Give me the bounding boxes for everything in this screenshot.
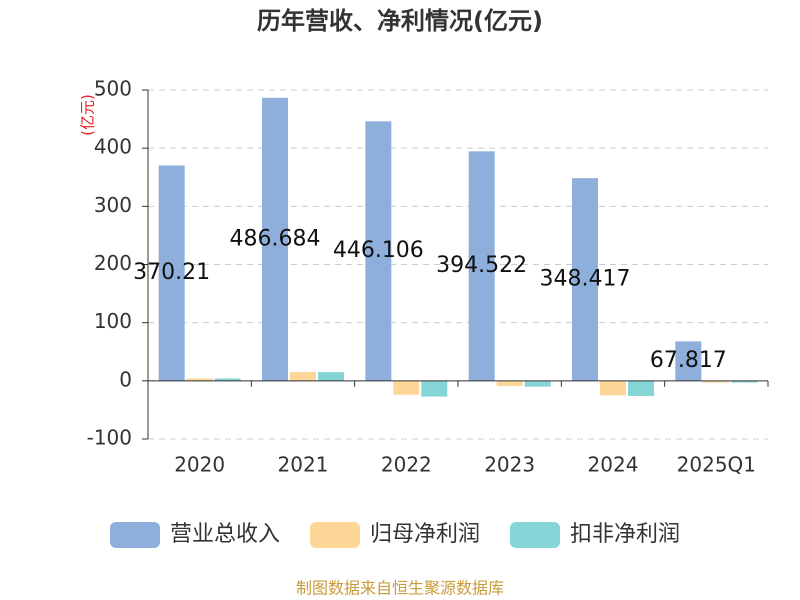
data-label: 486.684 [230,226,321,251]
y-tick-label: 400 [94,135,132,159]
bar [393,380,420,395]
data-label: 67.817 [650,348,727,373]
bar [731,380,758,383]
data-label: 348.417 [540,267,631,292]
legend-swatch [310,522,360,548]
y-tick-label: -100 [87,426,132,450]
bar [158,165,185,381]
x-tick-label: 2020 [174,453,225,477]
y-tick-label: 500 [94,77,132,101]
x-tick-label: 2024 [588,453,639,477]
source-note: 制图数据来自恒生聚源数据库 [296,579,504,598]
bar [628,380,654,396]
x-tick-label: 2023 [484,453,535,477]
bar [524,380,551,387]
y-axis-label: (亿元) [79,94,97,136]
legend-label: 营业总收入 [170,522,280,547]
bar [186,378,213,381]
bar [468,151,495,381]
bar [572,178,598,381]
y-tick-label: 300 [94,193,132,217]
bar [675,341,702,381]
legend-swatch [110,522,160,548]
bar [290,372,316,381]
bar [496,380,523,387]
bar [262,97,288,381]
legend-swatch [510,522,560,548]
bar [600,380,626,396]
x-tick-label: 2022 [381,453,432,477]
legend-label: 扣非净利润 [570,522,680,547]
x-tick-label: 2021 [278,453,329,477]
data-label: 446.106 [333,238,424,263]
bar [365,121,392,381]
x-tick-label: 2025Q1 [677,453,756,477]
chart-title: 历年营收、净利情况(亿元) [257,7,543,35]
y-tick-label: 0 [119,367,132,391]
bar [421,380,448,397]
bar [703,380,730,383]
legend-label: 归母净利润 [370,522,480,547]
y-tick-label: 100 [94,309,132,333]
data-label: 370.21 [133,260,210,285]
bar [214,378,241,381]
bar [318,372,344,381]
data-label: 394.522 [436,253,527,278]
y-tick-label: 200 [94,251,132,275]
